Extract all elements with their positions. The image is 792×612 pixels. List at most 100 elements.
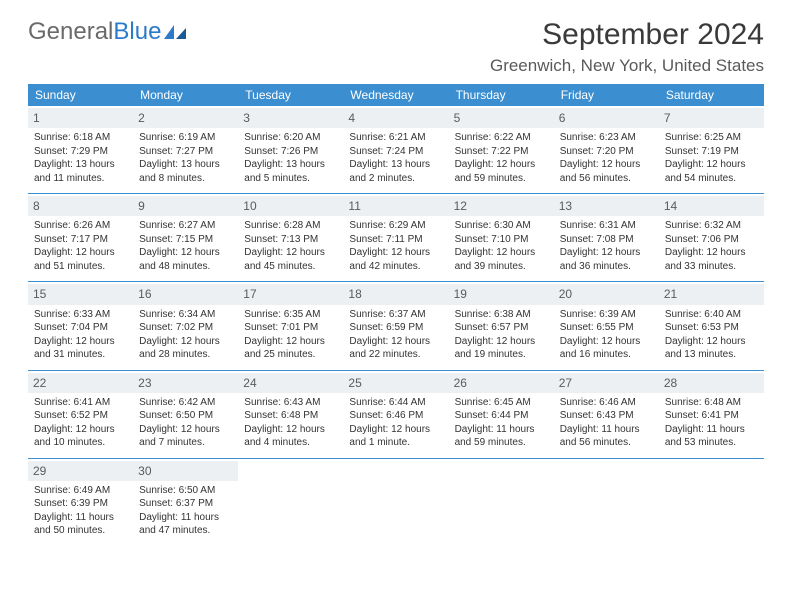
daylight-text: Daylight: 12 hours	[665, 158, 758, 172]
day-number: 18	[343, 284, 448, 304]
daylight-text: Daylight: 12 hours	[349, 335, 442, 349]
day-cell: 7Sunrise: 6:25 AMSunset: 7:19 PMDaylight…	[659, 106, 764, 194]
daylight-text: Daylight: 13 hours	[34, 158, 127, 172]
day-cell: 25Sunrise: 6:44 AMSunset: 6:46 PMDayligh…	[343, 370, 448, 458]
week-row: 29Sunrise: 6:49 AMSunset: 6:39 PMDayligh…	[28, 458, 764, 546]
daylight-text: and 11 minutes.	[34, 172, 127, 186]
daylight-text: and 19 minutes.	[455, 348, 548, 362]
day-cell	[449, 458, 554, 546]
sunrise-text: Sunrise: 6:49 AM	[34, 484, 127, 498]
daylight-text: Daylight: 12 hours	[665, 335, 758, 349]
day-number: 20	[554, 284, 659, 304]
sunset-text: Sunset: 7:29 PM	[34, 145, 127, 159]
day-cell	[659, 458, 764, 546]
sunrise-text: Sunrise: 6:44 AM	[349, 396, 442, 410]
sunrise-text: Sunrise: 6:40 AM	[665, 308, 758, 322]
week-row: 15Sunrise: 6:33 AMSunset: 7:04 PMDayligh…	[28, 282, 764, 370]
day-number: 23	[133, 373, 238, 393]
sunset-text: Sunset: 6:44 PM	[455, 409, 548, 423]
daylight-text: and 1 minute.	[349, 436, 442, 450]
sunrise-text: Sunrise: 6:46 AM	[560, 396, 653, 410]
daylight-text: and 22 minutes.	[349, 348, 442, 362]
sunset-text: Sunset: 7:26 PM	[244, 145, 337, 159]
calendar: SundayMondayTuesdayWednesdayThursdayFrid…	[28, 84, 764, 546]
daylight-text: Daylight: 12 hours	[455, 158, 548, 172]
day-cell	[343, 458, 448, 546]
sunset-text: Sunset: 7:02 PM	[139, 321, 232, 335]
daylight-text: and 59 minutes.	[455, 172, 548, 186]
daylight-text: and 5 minutes.	[244, 172, 337, 186]
daylight-text: Daylight: 11 hours	[139, 511, 232, 525]
sunrise-text: Sunrise: 6:42 AM	[139, 396, 232, 410]
daylight-text: and 36 minutes.	[560, 260, 653, 274]
sunset-text: Sunset: 6:53 PM	[665, 321, 758, 335]
sunset-text: Sunset: 6:39 PM	[34, 497, 127, 511]
day-cell	[238, 458, 343, 546]
daylight-text: Daylight: 12 hours	[349, 246, 442, 260]
day-cell: 10Sunrise: 6:28 AMSunset: 7:13 PMDayligh…	[238, 194, 343, 282]
sunrise-text: Sunrise: 6:38 AM	[455, 308, 548, 322]
day-header-friday: Friday	[554, 84, 659, 106]
daylight-text: Daylight: 12 hours	[349, 423, 442, 437]
day-number: 29	[28, 461, 133, 481]
sunset-text: Sunset: 7:20 PM	[560, 145, 653, 159]
day-cell: 4Sunrise: 6:21 AMSunset: 7:24 PMDaylight…	[343, 106, 448, 194]
daylight-text: and 13 minutes.	[665, 348, 758, 362]
daylight-text: and 56 minutes.	[560, 172, 653, 186]
daylight-text: Daylight: 12 hours	[34, 335, 127, 349]
day-number: 10	[238, 196, 343, 216]
sunrise-text: Sunrise: 6:45 AM	[455, 396, 548, 410]
day-number: 24	[238, 373, 343, 393]
sunset-text: Sunset: 6:52 PM	[34, 409, 127, 423]
sunset-text: Sunset: 7:27 PM	[139, 145, 232, 159]
daylight-text: and 45 minutes.	[244, 260, 337, 274]
day-number: 22	[28, 373, 133, 393]
daylight-text: and 50 minutes.	[34, 524, 127, 538]
daylight-text: Daylight: 11 hours	[665, 423, 758, 437]
sunrise-text: Sunrise: 6:37 AM	[349, 308, 442, 322]
day-cell: 6Sunrise: 6:23 AMSunset: 7:20 PMDaylight…	[554, 106, 659, 194]
day-number: 8	[28, 196, 133, 216]
daylight-text: and 16 minutes.	[560, 348, 653, 362]
day-cell: 23Sunrise: 6:42 AMSunset: 6:50 PMDayligh…	[133, 370, 238, 458]
daylight-text: Daylight: 13 hours	[244, 158, 337, 172]
day-number: 4	[343, 108, 448, 128]
sunset-text: Sunset: 6:50 PM	[139, 409, 232, 423]
title-block: September 2024 Greenwich, New York, Unit…	[490, 18, 764, 76]
sunset-text: Sunset: 7:01 PM	[244, 321, 337, 335]
sunrise-text: Sunrise: 6:32 AM	[665, 219, 758, 233]
daylight-text: Daylight: 12 hours	[560, 335, 653, 349]
daylight-text: and 8 minutes.	[139, 172, 232, 186]
sunrise-text: Sunrise: 6:33 AM	[34, 308, 127, 322]
sunrise-text: Sunrise: 6:29 AM	[349, 219, 442, 233]
sunset-text: Sunset: 7:11 PM	[349, 233, 442, 247]
day-number: 3	[238, 108, 343, 128]
day-cell: 11Sunrise: 6:29 AMSunset: 7:11 PMDayligh…	[343, 194, 448, 282]
daylight-text: and 31 minutes.	[34, 348, 127, 362]
sunset-text: Sunset: 6:59 PM	[349, 321, 442, 335]
header: GeneralBlue September 2024 Greenwich, Ne…	[28, 18, 764, 76]
sunset-text: Sunset: 7:04 PM	[34, 321, 127, 335]
daylight-text: and 53 minutes.	[665, 436, 758, 450]
daylight-text: Daylight: 12 hours	[455, 246, 548, 260]
sunrise-text: Sunrise: 6:35 AM	[244, 308, 337, 322]
daylight-text: and 54 minutes.	[665, 172, 758, 186]
sunrise-text: Sunrise: 6:34 AM	[139, 308, 232, 322]
sunset-text: Sunset: 7:10 PM	[455, 233, 548, 247]
day-cell: 14Sunrise: 6:32 AMSunset: 7:06 PMDayligh…	[659, 194, 764, 282]
day-cell: 5Sunrise: 6:22 AMSunset: 7:22 PMDaylight…	[449, 106, 554, 194]
daylight-text: Daylight: 11 hours	[455, 423, 548, 437]
day-cell: 16Sunrise: 6:34 AMSunset: 7:02 PMDayligh…	[133, 282, 238, 370]
daylight-text: and 2 minutes.	[349, 172, 442, 186]
day-cell: 13Sunrise: 6:31 AMSunset: 7:08 PMDayligh…	[554, 194, 659, 282]
day-number: 14	[659, 196, 764, 216]
sunrise-text: Sunrise: 6:31 AM	[560, 219, 653, 233]
daylight-text: Daylight: 11 hours	[34, 511, 127, 525]
sunset-text: Sunset: 6:41 PM	[665, 409, 758, 423]
daylight-text: Daylight: 12 hours	[34, 246, 127, 260]
day-cell: 28Sunrise: 6:48 AMSunset: 6:41 PMDayligh…	[659, 370, 764, 458]
daylight-text: Daylight: 11 hours	[560, 423, 653, 437]
day-cell: 22Sunrise: 6:41 AMSunset: 6:52 PMDayligh…	[28, 370, 133, 458]
month-title: September 2024	[490, 18, 764, 52]
day-cell: 15Sunrise: 6:33 AMSunset: 7:04 PMDayligh…	[28, 282, 133, 370]
